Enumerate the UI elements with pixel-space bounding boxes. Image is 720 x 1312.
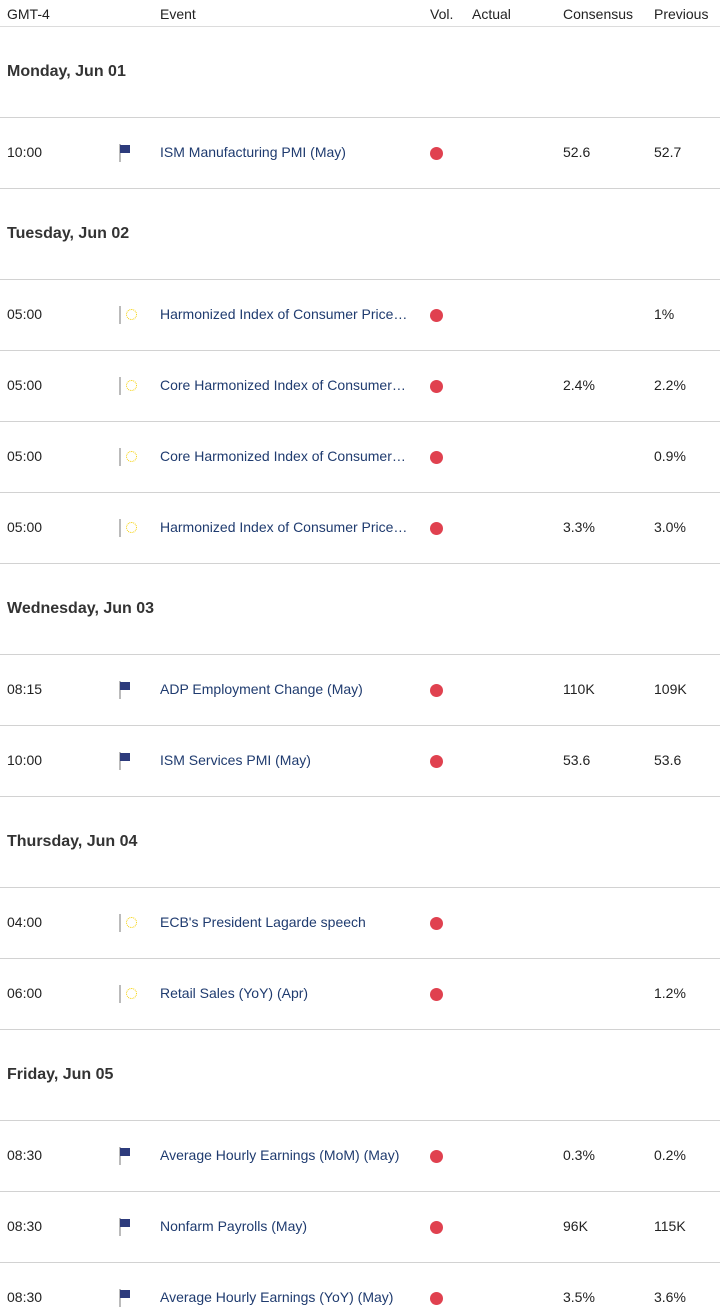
event-name-link[interactable]: ISM Manufacturing PMI (May) — [160, 144, 346, 160]
volatility-high-icon — [430, 684, 443, 697]
event-time: 06:00 — [7, 985, 43, 1001]
volatility-high-icon — [430, 755, 443, 768]
event-consensus: 0.3% — [563, 1147, 595, 1163]
event-previous: 2.2% — [654, 377, 686, 393]
event-name-link[interactable]: Core Harmonized Index of Consumer… — [160, 377, 406, 393]
us-flag-icon — [119, 681, 121, 699]
event-previous: 115K — [654, 1218, 686, 1234]
previous-header: Previous — [654, 6, 709, 22]
eu-flag-icon — [119, 914, 121, 932]
volatility-high-icon — [430, 1221, 443, 1234]
event-row[interactable]: 06:00 Retail Sales (YoY) (Apr) 1.2% — [0, 959, 720, 1030]
us-flag-icon — [119, 144, 121, 162]
day-header-row: Thursday, Jun 04 — [0, 797, 720, 888]
event-previous: 52.7 — [654, 144, 682, 160]
event-name-link[interactable]: Harmonized Index of Consumer Price… — [160, 306, 408, 322]
day-header-row: Wednesday, Jun 03 — [0, 564, 720, 655]
volatility-high-icon — [430, 917, 443, 930]
event-time: 04:00 — [7, 914, 43, 930]
event-previous: 3.0% — [654, 519, 686, 535]
event-name-link[interactable]: Average Hourly Earnings (YoY) (May) — [160, 1289, 394, 1305]
eu-flag-icon — [119, 448, 121, 466]
event-name-link[interactable]: Harmonized Index of Consumer Price… — [160, 519, 408, 535]
eu-flag-icon — [119, 306, 121, 324]
event-time: 05:00 — [7, 448, 43, 464]
event-previous: 1% — [654, 306, 675, 322]
event-consensus: 3.3% — [563, 519, 595, 535]
event-name-link[interactable]: Nonfarm Payrolls (May) — [160, 1218, 308, 1234]
day-label: Tuesday, Jun 02 — [7, 225, 130, 242]
event-time: 10:00 — [7, 752, 43, 768]
event-previous: 0.2% — [654, 1147, 686, 1163]
event-time: 05:00 — [7, 519, 43, 535]
us-flag-icon — [119, 1147, 121, 1165]
event-row[interactable]: 08:30 Nonfarm Payrolls (May) 96K 115K — [0, 1192, 720, 1263]
event-consensus: 2.4% — [563, 377, 595, 393]
consensus-header: Consensus — [563, 6, 634, 22]
table-header: GMT-4 Event Vol. Actual Consensus Previo… — [0, 0, 720, 27]
event-name-link[interactable]: Average Hourly Earnings (MoM) (May) — [160, 1147, 400, 1163]
event-row[interactable]: 05:00 Core Harmonized Index of Consumer… 2… — [0, 351, 720, 422]
vol-header: Vol. — [430, 6, 454, 22]
us-flag-icon — [119, 1289, 121, 1307]
event-row[interactable]: 08:15 ADP Employment Change (May) 110K 109K — [0, 655, 720, 726]
event-row[interactable]: 10:00 ISM Services PMI (May) 53.6 53.6 — [0, 726, 720, 797]
day-label: Friday, Jun 05 — [7, 1066, 114, 1083]
event-consensus: 52.6 — [563, 144, 591, 160]
event-time: 10:00 — [7, 144, 43, 160]
volatility-high-icon — [430, 1150, 443, 1163]
volatility-high-icon — [430, 988, 443, 1001]
day-header-row: Tuesday, Jun 02 — [0, 189, 720, 280]
event-row[interactable]: 08:30 Average Hourly Earnings (MoM) (May)… — [0, 1121, 720, 1192]
event-consensus: 110K — [563, 681, 595, 697]
event-name-link[interactable]: Core Harmonized Index of Consumer… — [160, 448, 406, 464]
event-time: 08:30 — [7, 1218, 43, 1234]
eu-flag-icon — [119, 985, 121, 1003]
event-time: 08:30 — [7, 1147, 43, 1163]
event-time: 08:15 — [7, 681, 43, 697]
us-flag-icon — [119, 1218, 121, 1236]
us-flag-icon — [119, 752, 121, 770]
event-time: 05:00 — [7, 377, 43, 393]
eu-flag-icon — [119, 519, 121, 537]
calendar-table: Monday, Jun 01 10:00 ISM Manufacturing PMI… — [0, 27, 720, 1312]
eu-flag-icon — [119, 377, 121, 395]
event-row[interactable]: 05:00 Harmonized Index of Consumer Price…… — [0, 493, 720, 564]
event-name-link[interactable]: ADP Employment Change (May) — [160, 681, 363, 697]
day-header-row: Monday, Jun 01 — [0, 27, 720, 118]
event-row[interactable]: 04:00 ECB's President Lagarde speech — [0, 888, 720, 959]
day-label: Wednesday, Jun 03 — [7, 600, 155, 617]
event-name-link[interactable]: Retail Sales (YoY) (Apr) — [160, 985, 309, 1001]
volatility-high-icon — [430, 147, 443, 160]
event-header: Event — [160, 6, 196, 22]
event-consensus: 53.6 — [563, 752, 591, 768]
volatility-high-icon — [430, 451, 443, 464]
event-row[interactable]: 10:00 ISM Manufacturing PMI (May) 52.6 52.7 — [0, 118, 720, 189]
event-name-link[interactable]: ISM Services PMI (May) — [160, 752, 311, 768]
volatility-high-icon — [430, 309, 443, 322]
event-consensus: 3.5% — [563, 1289, 595, 1305]
volatility-high-icon — [430, 522, 443, 535]
event-row[interactable]: 08:30 Average Hourly Earnings (YoY) (May)… — [0, 1263, 720, 1312]
event-time: 08:30 — [7, 1289, 43, 1305]
event-previous: 109K — [654, 681, 687, 697]
event-row[interactable]: 05:00 Core Harmonized Index of Consumer… 0… — [0, 422, 720, 493]
event-previous: 53.6 — [654, 752, 682, 768]
volatility-high-icon — [430, 380, 443, 393]
day-label: Thursday, Jun 04 — [7, 833, 138, 850]
actual-header: Actual — [472, 6, 511, 22]
event-name-link[interactable]: ECB's President Lagarde speech — [160, 914, 366, 930]
day-header-row: Friday, Jun 05 — [0, 1030, 720, 1121]
volatility-high-icon — [430, 1292, 443, 1305]
event-consensus: 96K — [563, 1218, 588, 1234]
event-previous: 1.2% — [654, 985, 686, 1001]
event-previous: 0.9% — [654, 448, 686, 464]
day-label: Monday, Jun 01 — [7, 63, 126, 80]
timezone-header[interactable]: GMT-4 — [7, 6, 50, 22]
event-previous: 3.6% — [654, 1289, 686, 1305]
event-time: 05:00 — [7, 306, 43, 322]
event-row[interactable]: 05:00 Harmonized Index of Consumer Price…… — [0, 280, 720, 351]
